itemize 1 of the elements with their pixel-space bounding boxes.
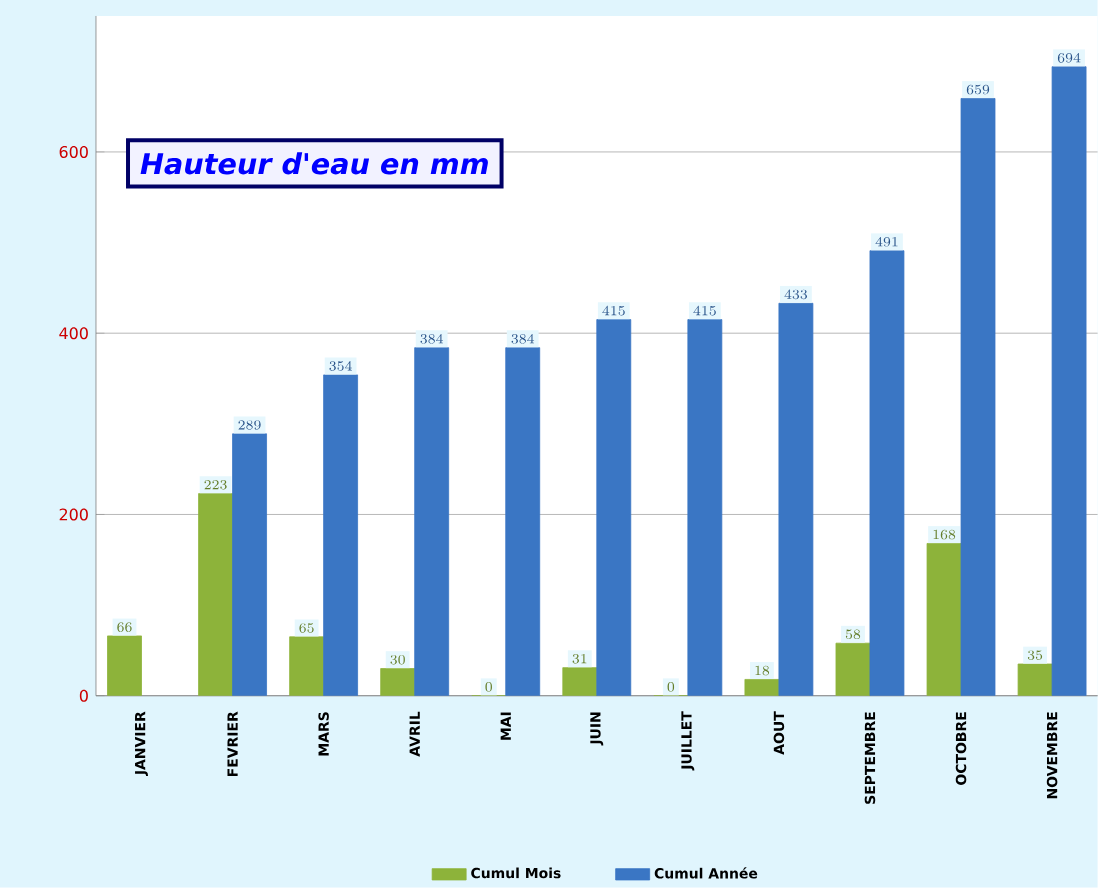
- text: Hauteur d'eau en mm: [140, 152, 488, 175]
